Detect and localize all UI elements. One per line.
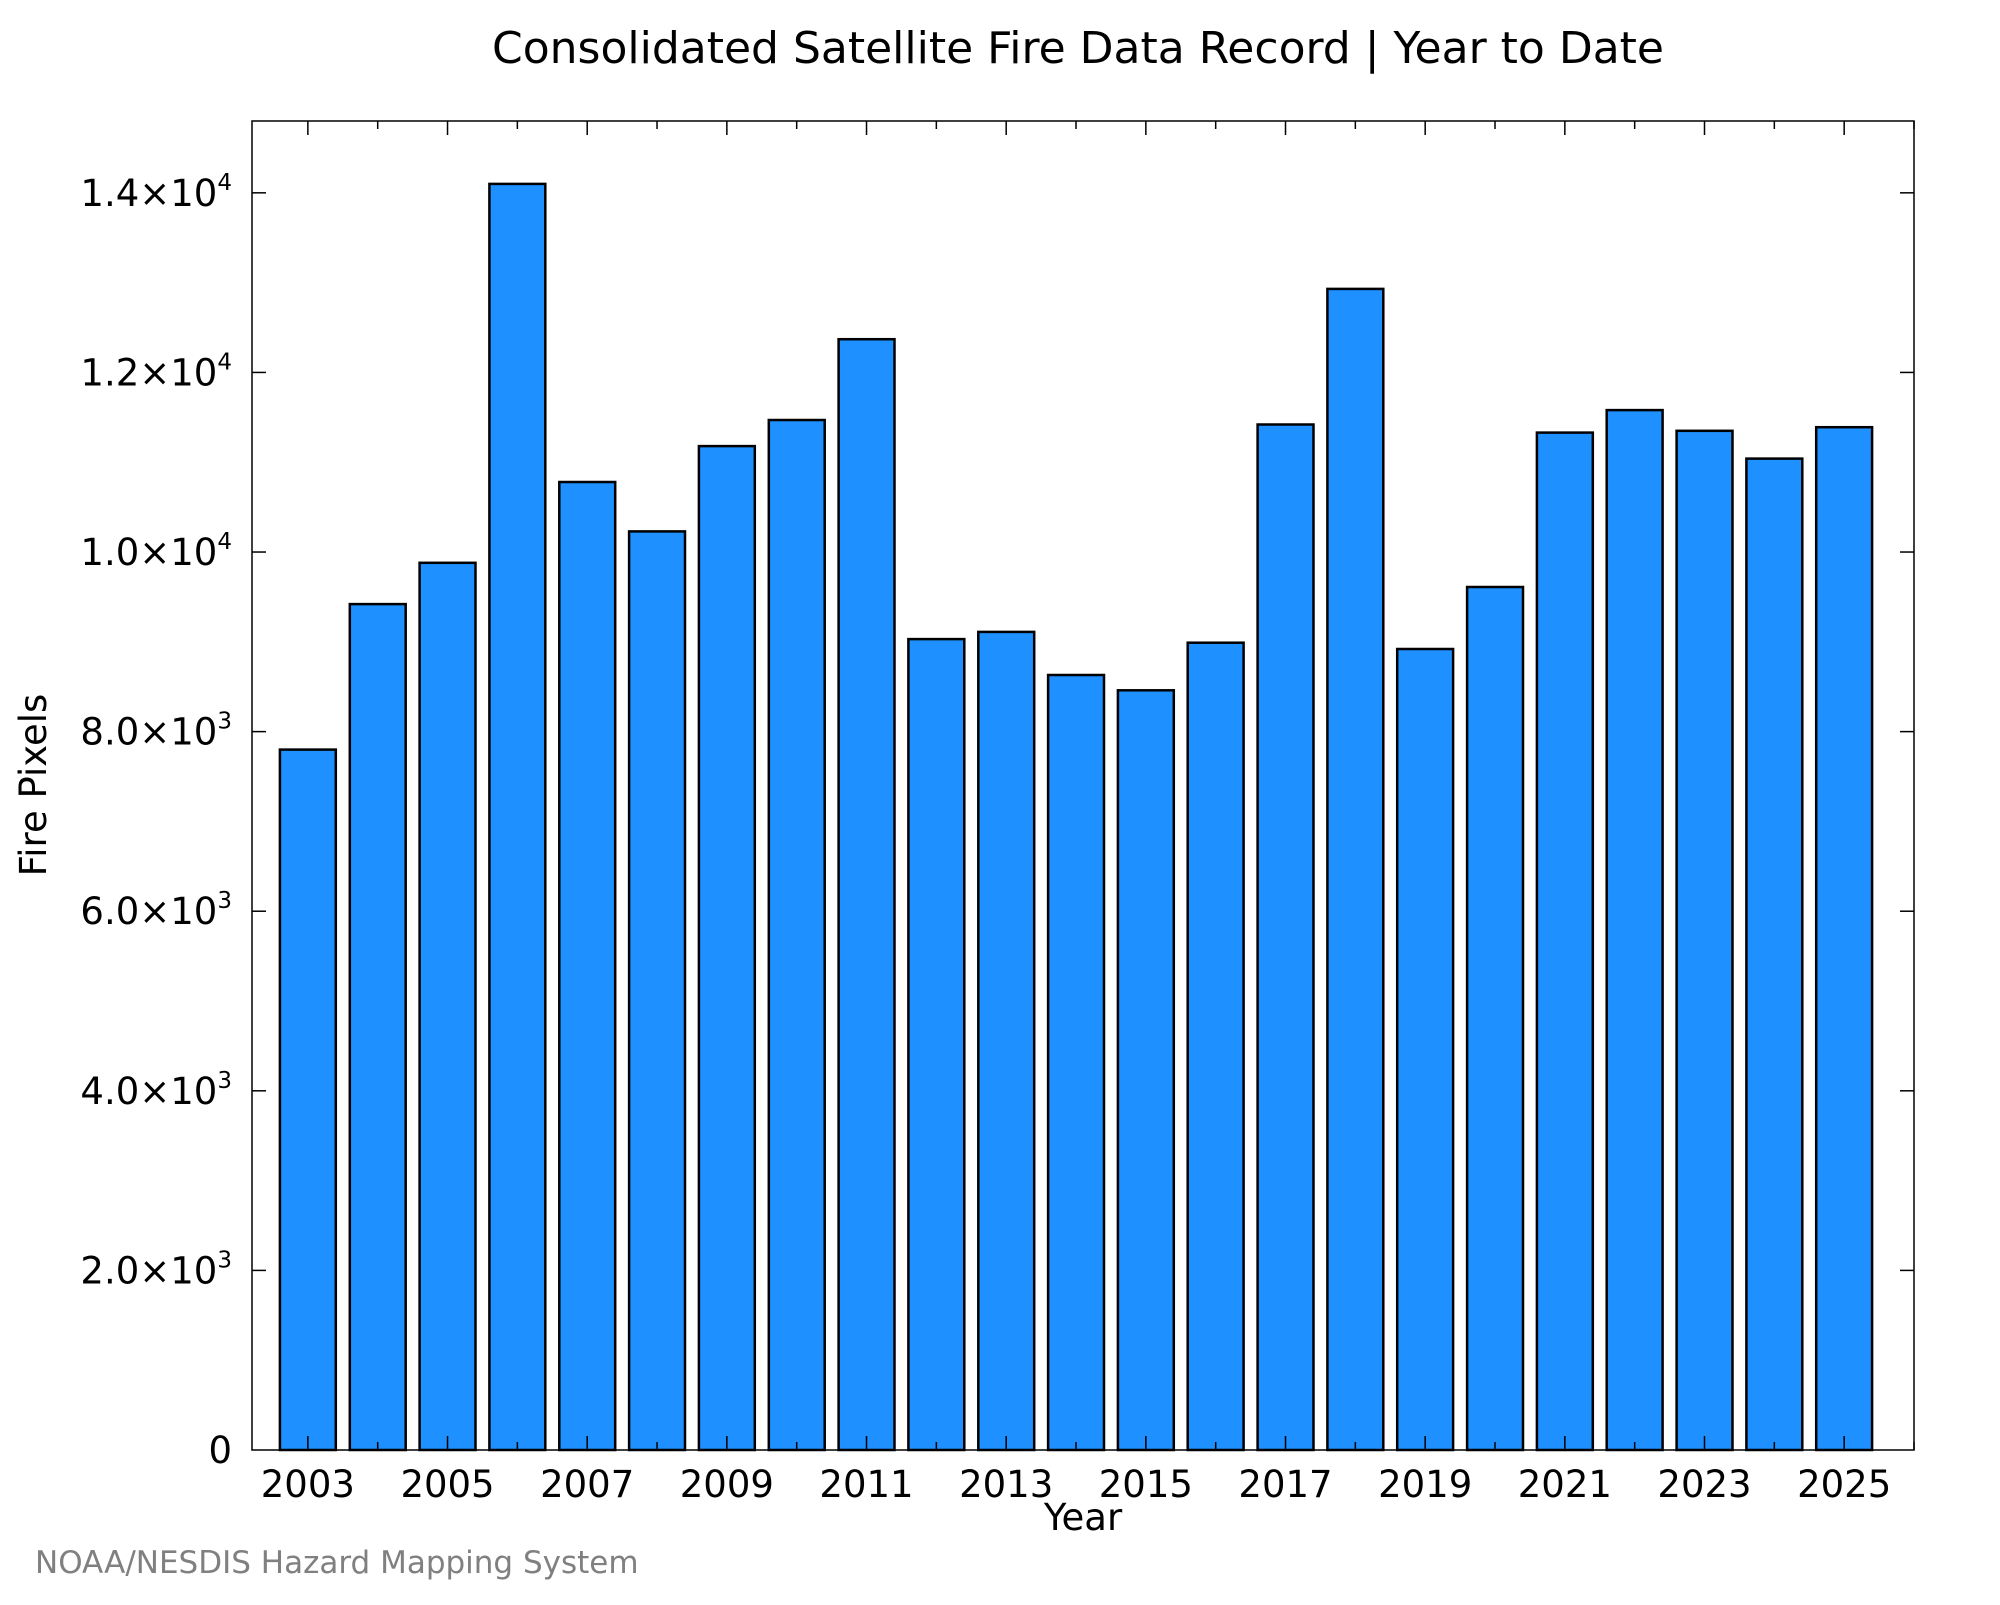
bars-layer [278, 182, 1874, 1452]
x-tick-label: 2017 [1238, 1463, 1332, 1506]
y-tick-label: 0 [208, 1429, 232, 1472]
bar-2007 [558, 480, 617, 1452]
bar-2022 [1605, 408, 1664, 1452]
x-tick-label: 2011 [819, 1463, 913, 1506]
bar-2014 [1046, 673, 1106, 1452]
y-tick-label: 1.2×104 [80, 349, 232, 394]
bar-2020 [1465, 585, 1525, 1452]
bar-2023 [1675, 429, 1734, 1452]
y-tick-label: 6.0×103 [80, 888, 232, 933]
x-axis-label: Year [1043, 1496, 1123, 1539]
x-tick-label: 2005 [400, 1463, 494, 1506]
y-axis-label: Fire Pixels [12, 694, 55, 877]
y-tick-label: 4.0×103 [80, 1068, 232, 1113]
y-tick-label: 8.0×103 [80, 709, 232, 754]
x-tick-label: 2019 [1378, 1463, 1472, 1506]
y-axis-ticks: 0 2.0×103 4.0×103 6.0×103 8.0×103 1.0×104 1.2×… [80, 170, 1914, 1472]
bar-2013 [977, 630, 1036, 1452]
bar-2016 [1186, 641, 1245, 1452]
bar-2005 [418, 561, 477, 1452]
x-tick-label: 2009 [680, 1463, 774, 1506]
bar-2025 [1814, 425, 1874, 1452]
x-tick-label: 2025 [1797, 1463, 1891, 1506]
bar-2019 [1395, 647, 1455, 1452]
y-tick-label: 1.0×104 [80, 529, 232, 574]
x-tick-label: 2021 [1518, 1463, 1612, 1506]
bar-2011 [837, 337, 896, 1452]
bar-2021 [1535, 431, 1595, 1452]
x-tick-label: 2003 [261, 1463, 355, 1506]
bar-2009 [697, 444, 757, 1452]
bar-2012 [907, 637, 966, 1452]
bar-2003 [278, 748, 338, 1452]
bar-2008 [627, 530, 687, 1452]
bar-2004 [348, 602, 407, 1452]
credit-text: NOAA/NESDIS Hazard Mapping System [35, 1545, 639, 1581]
y-tick-label: 2.0×103 [80, 1247, 232, 1292]
y-tick-label: 1.4×104 [80, 170, 232, 215]
x-tick-label: 2013 [959, 1463, 1053, 1506]
chart-title: Consolidated Satellite Fire Data Record … [492, 23, 1664, 74]
bar-2018 [1326, 287, 1385, 1452]
bar-2017 [1256, 423, 1315, 1452]
x-axis-ticks: 2003 2005 2007 2009 2011 2013 2015 2017 2019 2021… [261, 121, 1915, 1506]
bar-2006 [488, 182, 547, 1452]
x-tick-label: 2023 [1657, 1463, 1751, 1506]
bar-2010 [767, 418, 826, 1452]
bar-2024 [1745, 457, 1804, 1452]
plot-frame [251, 120, 1915, 1451]
bar-2015 [1116, 689, 1176, 1452]
x-tick-label: 2007 [540, 1463, 634, 1506]
x-tick-label: 2015 [1099, 1463, 1193, 1506]
